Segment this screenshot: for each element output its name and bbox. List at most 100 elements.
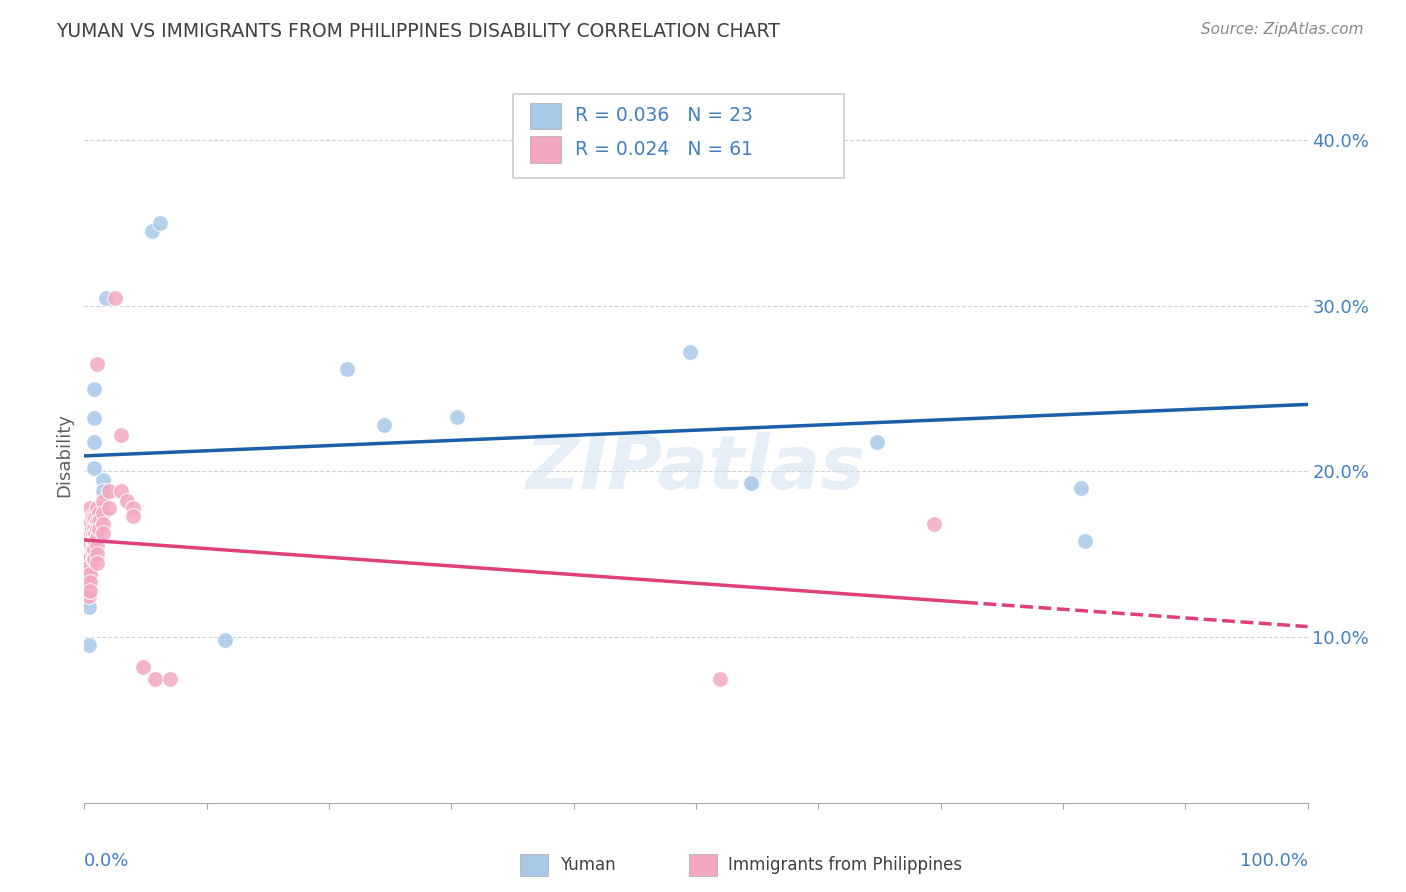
Point [110, 484, 132, 499]
Point [83, 382, 105, 396]
Point [661, 141, 683, 155]
Point [91, 525, 114, 540]
Point [77, 572, 100, 586]
Point [84, 511, 107, 525]
Point [77, 564, 100, 578]
Point [77, 560, 100, 574]
Point [83, 411, 105, 425]
Point [866, 434, 889, 449]
Text: R = 0.024   N = 61: R = 0.024 N = 61 [575, 140, 754, 160]
Point [76, 567, 98, 582]
Point [86, 531, 108, 545]
Point [82, 534, 104, 549]
Text: 100.0%: 100.0% [1240, 852, 1308, 870]
Text: 0.0%: 0.0% [84, 852, 129, 870]
Point [91, 506, 114, 520]
Point [82, 552, 104, 566]
Point [87, 523, 110, 537]
Point [77, 531, 100, 545]
Point [77, 564, 100, 578]
Point [86, 523, 108, 537]
Text: Immigrants from Philippines: Immigrants from Philippines [728, 856, 963, 874]
Text: Yuman: Yuman [560, 856, 616, 874]
Point [79, 514, 101, 528]
Point [86, 500, 108, 515]
Point [709, 672, 731, 686]
Point [91, 494, 114, 508]
Point [87, 514, 110, 528]
Point [77, 589, 100, 603]
Point [82, 544, 104, 558]
Point [83, 552, 105, 566]
Point [77, 639, 100, 653]
Point [75, 550, 97, 565]
Point [104, 291, 127, 305]
Point [87, 506, 110, 520]
Point [86, 556, 108, 570]
Point [77, 534, 100, 549]
Point [679, 345, 702, 359]
Point [122, 500, 145, 515]
Point [1070, 481, 1092, 495]
Point [214, 633, 236, 648]
Point [80, 509, 103, 524]
Point [141, 224, 163, 238]
Point [77, 544, 100, 558]
Point [373, 418, 395, 433]
Point [77, 547, 100, 561]
Point [86, 357, 108, 371]
Point [80, 531, 103, 545]
Point [80, 542, 103, 557]
Point [83, 461, 105, 475]
Point [84, 534, 107, 549]
Point [77, 556, 100, 570]
Point [79, 550, 101, 565]
Point [79, 575, 101, 590]
Text: ZIPatlas: ZIPatlas [526, 433, 866, 506]
Point [82, 525, 104, 540]
Text: YUMAN VS IMMIGRANTS FROM PHILIPPINES DISABILITY CORRELATION CHART: YUMAN VS IMMIGRANTS FROM PHILIPPINES DIS… [56, 22, 780, 41]
Point [149, 216, 172, 230]
Point [82, 511, 104, 525]
Point [115, 494, 138, 508]
Point [83, 434, 105, 449]
Point [91, 517, 114, 532]
Point [76, 547, 98, 561]
Point [86, 547, 108, 561]
Point [79, 500, 101, 515]
Point [132, 660, 155, 674]
Point [75, 535, 97, 549]
Point [77, 570, 100, 584]
Point [97, 500, 120, 515]
Point [84, 525, 107, 540]
Point [79, 567, 101, 582]
Point [143, 672, 166, 686]
Point [1074, 534, 1097, 549]
Point [86, 514, 108, 528]
Point [77, 581, 100, 595]
Point [76, 556, 98, 570]
Point [740, 476, 762, 491]
Point [159, 672, 181, 686]
Point [79, 535, 101, 549]
Point [79, 583, 101, 598]
Point [79, 558, 101, 573]
Point [83, 542, 105, 557]
Point [77, 581, 100, 595]
Point [80, 523, 103, 537]
Text: R = 0.036   N = 23: R = 0.036 N = 23 [575, 106, 754, 126]
Point [122, 509, 145, 524]
Point [97, 484, 120, 499]
Point [79, 525, 101, 540]
Point [77, 575, 100, 590]
Y-axis label: Disability: Disability [55, 413, 73, 497]
Point [77, 552, 100, 566]
Point [96, 291, 118, 305]
Point [77, 600, 100, 615]
Point [91, 473, 114, 487]
Text: Source: ZipAtlas.com: Source: ZipAtlas.com [1201, 22, 1364, 37]
Point [83, 523, 105, 537]
Point [75, 564, 97, 578]
Point [336, 361, 359, 376]
Point [91, 484, 114, 499]
